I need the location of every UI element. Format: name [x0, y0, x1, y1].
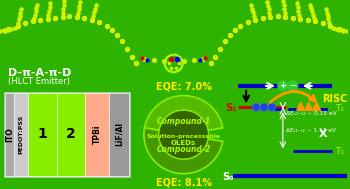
Text: RISC: RISC: [322, 94, 347, 104]
Bar: [28, 93, 57, 176]
Bar: [85, 93, 109, 176]
Text: PEDOT:PSS: PEDOT:PSS: [18, 115, 23, 154]
Text: Compound-2: Compound-2: [156, 145, 211, 154]
Text: T₁: T₁: [336, 147, 344, 156]
Text: EQE: 7.0%: EQE: 7.0%: [156, 82, 211, 92]
Circle shape: [268, 103, 276, 111]
Text: TPBi: TPBi: [93, 124, 102, 144]
Wedge shape: [145, 96, 223, 130]
Circle shape: [288, 81, 298, 91]
Text: S₁: S₁: [225, 103, 236, 113]
Polygon shape: [305, 102, 313, 110]
Polygon shape: [297, 102, 305, 110]
Text: (HLCT Emitter): (HLCT Emitter): [8, 77, 70, 86]
Bar: [109, 93, 129, 176]
Text: LiF/Al: LiF/Al: [114, 122, 124, 146]
Text: ΔEₜ₁₋ₜ₂ ~ 1.13 eV: ΔEₜ₁₋ₜ₂ ~ 1.13 eV: [286, 128, 336, 133]
Circle shape: [278, 81, 288, 91]
Text: Solution-processable: Solution-processable: [147, 134, 221, 139]
Circle shape: [260, 103, 268, 111]
Text: 1: 1: [37, 127, 47, 141]
Text: X: X: [319, 129, 328, 139]
Text: −: −: [289, 81, 296, 90]
Text: T₂: T₂: [336, 104, 344, 113]
Text: +: +: [279, 81, 286, 90]
Text: Compound-1: Compound-1: [156, 117, 211, 126]
Bar: [5, 93, 14, 176]
Wedge shape: [144, 128, 223, 174]
Text: 2: 2: [66, 127, 76, 141]
Text: EQE: 8.1%: EQE: 8.1%: [156, 177, 212, 187]
Bar: [57, 93, 85, 176]
Circle shape: [252, 103, 260, 111]
Circle shape: [159, 110, 209, 159]
Text: D-π-A-π-D: D-π-A-π-D: [8, 68, 71, 78]
Bar: [4, 92, 130, 177]
Text: ΔEₛ₁₋ₜ₂ ~ 0.15 eV: ΔEₛ₁₋ₜ₂ ~ 0.15 eV: [286, 111, 336, 116]
Text: OLEDs: OLEDs: [171, 140, 196, 146]
Bar: [14, 93, 28, 176]
Polygon shape: [313, 102, 321, 110]
Text: ITO: ITO: [5, 127, 14, 142]
Text: S₀: S₀: [222, 172, 233, 182]
